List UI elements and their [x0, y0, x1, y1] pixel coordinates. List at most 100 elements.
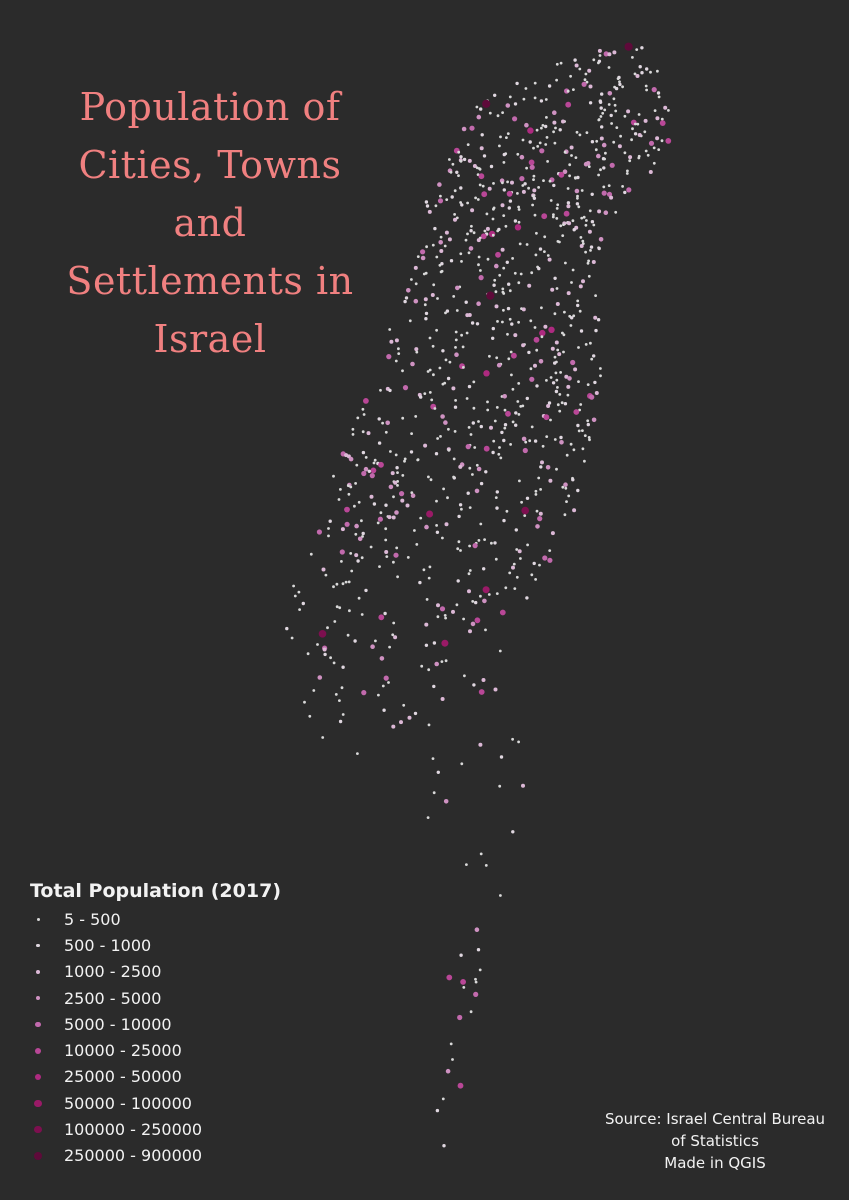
settlement-dot [377, 693, 380, 697]
settlement-dot [388, 388, 392, 393]
settlement-dot [535, 524, 540, 529]
settlement-dot [506, 132, 510, 136]
settlement-dot [472, 231, 476, 235]
settlement-dot [524, 87, 528, 90]
settlement-dot [415, 543, 419, 546]
settlement-dot [303, 700, 306, 704]
settlement-dot [583, 434, 587, 437]
settlement-dot [361, 470, 367, 477]
settlement-dot [517, 208, 521, 211]
settlement-dot [482, 99, 491, 108]
settlement-dot [426, 370, 430, 373]
settlement-dot [511, 387, 515, 391]
legend-dot-icon [36, 917, 40, 921]
settlement-dot [499, 609, 506, 616]
settlement-dot [424, 200, 429, 204]
settlement-dot [413, 711, 418, 716]
settlement-dot [308, 714, 312, 718]
settlement-dot [556, 403, 560, 407]
settlement-dot [564, 261, 567, 265]
settlement-dot [483, 370, 490, 377]
settlement-dot [392, 621, 396, 625]
settlement-dot [402, 703, 406, 707]
settlement-dot [498, 649, 502, 653]
settlement-dot [423, 443, 428, 448]
settlement-dot [425, 245, 428, 249]
settlement-dot [501, 287, 505, 291]
settlement-dot [637, 133, 642, 137]
settlement-dot [388, 645, 391, 649]
settlement-dot [548, 326, 555, 333]
settlement-dot [502, 188, 506, 192]
settlement-dot [348, 609, 351, 613]
settlement-dot [479, 424, 483, 429]
settlement-dot [465, 863, 468, 866]
settlement-dot [566, 384, 571, 389]
settlement-dot [372, 461, 376, 465]
settlement-dot [461, 345, 465, 349]
settlement-dot [585, 80, 589, 84]
settlement-dot [347, 580, 351, 584]
settlement-dot [363, 466, 369, 472]
settlement-dot [592, 58, 596, 62]
source-credit: Source: Israel Central Bureau of Statist… [590, 1108, 840, 1174]
settlement-dot [479, 522, 483, 526]
settlement-dot [396, 484, 399, 487]
settlement-dot [472, 543, 478, 549]
settlement-dot [567, 494, 571, 498]
settlement-dot [533, 363, 537, 368]
settlement-dot [567, 376, 572, 381]
settlement-dot [427, 475, 430, 479]
settlement-dot [425, 204, 430, 208]
settlement-dot [323, 652, 327, 657]
settlement-dot [338, 606, 342, 610]
settlement-dot [394, 453, 398, 457]
settlement-dot [612, 140, 616, 144]
settlement-dot [527, 186, 530, 190]
settlement-dot [476, 301, 481, 307]
settlement-dot [354, 553, 359, 558]
settlement-dot [503, 408, 507, 412]
settlement-dot [332, 661, 336, 665]
settlement-dot [643, 118, 648, 123]
settlement-dot [321, 736, 325, 739]
settlement-dot [572, 88, 575, 91]
settlement-dot [479, 269, 482, 272]
settlement-dot [408, 319, 412, 323]
settlement-dot [476, 238, 481, 243]
settlement-dot [560, 401, 564, 405]
settlement-dot [476, 114, 482, 120]
settlement-dot [581, 239, 585, 243]
settlement-dot [521, 506, 529, 515]
settlement-dot [589, 249, 592, 252]
settlement-dot [379, 388, 382, 392]
settlement-dot [607, 52, 612, 57]
settlement-dot [472, 683, 476, 687]
settlement-dot [609, 113, 613, 118]
settlement-dot [551, 215, 555, 219]
settlement-dot [473, 991, 479, 998]
settlement-dot [460, 979, 466, 985]
settlement-dot [576, 196, 579, 200]
settlement-dot [431, 757, 435, 760]
settlement-dot [535, 509, 539, 513]
settlement-dot [555, 207, 559, 210]
settlement-dot [584, 250, 587, 254]
settlement-dot [438, 240, 444, 245]
settlement-dot [482, 567, 486, 571]
settlement-dot [559, 435, 563, 440]
settlement-dot [559, 440, 564, 445]
settlement-dot [479, 107, 483, 111]
settlement-dot [361, 531, 365, 536]
settlement-dot [603, 210, 609, 215]
settlement-dot [576, 175, 580, 180]
settlement-dot [534, 493, 538, 496]
settlement-dot [395, 546, 399, 550]
settlement-dot [558, 240, 561, 244]
settlement-dot [492, 182, 495, 185]
settlement-dot [544, 143, 548, 146]
settlement-dot [387, 515, 392, 520]
settlement-dot [460, 203, 464, 207]
settlement-dot [420, 664, 424, 668]
